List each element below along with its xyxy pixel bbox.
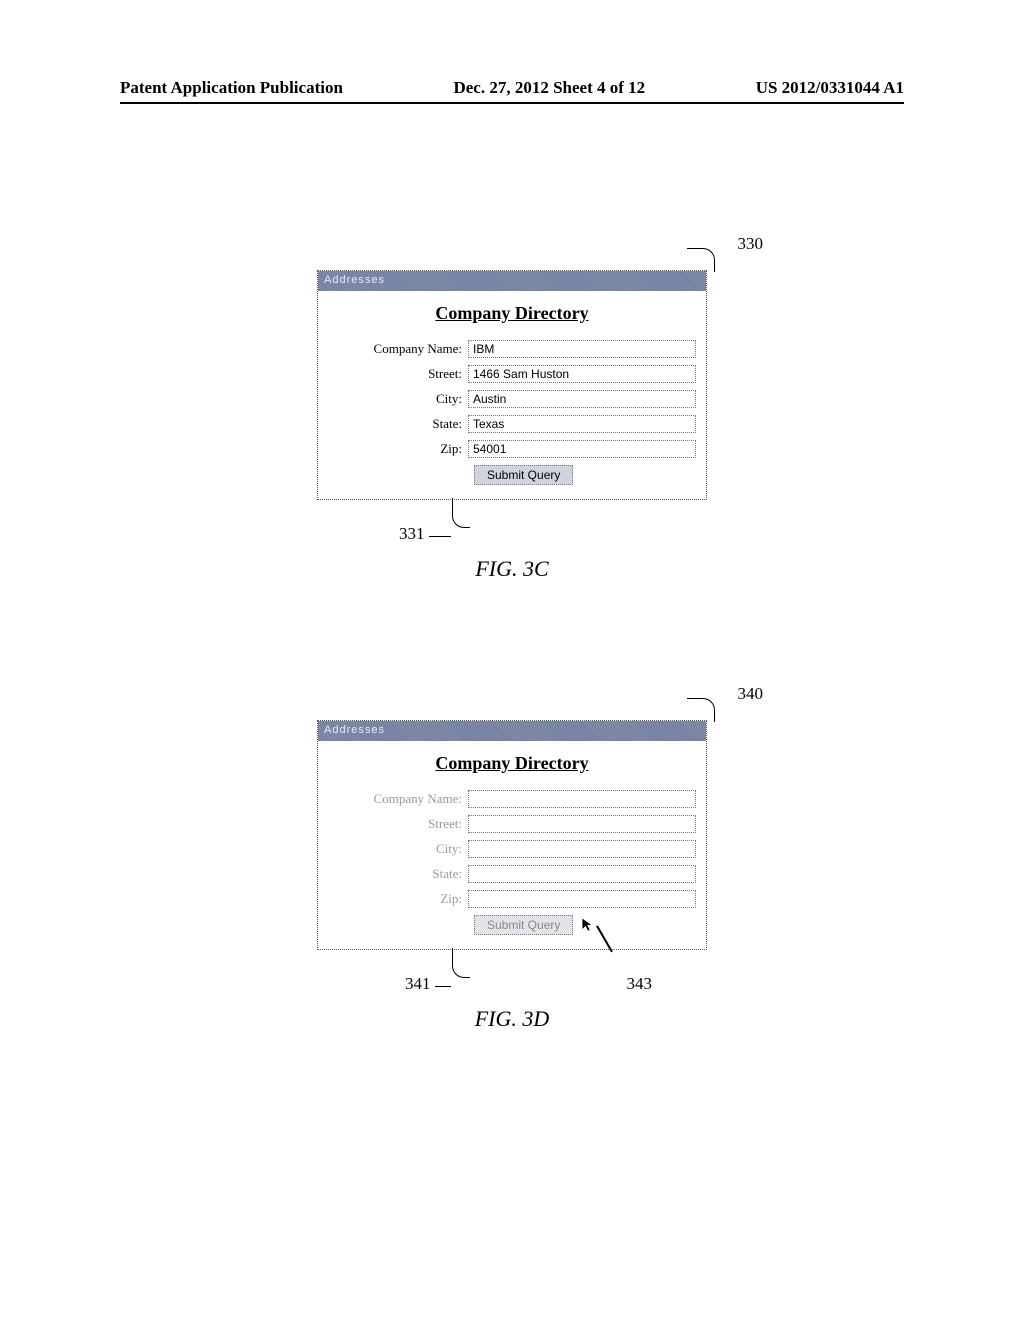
lead-line [687, 248, 715, 272]
label-city: City: [328, 841, 468, 857]
callout-330: 330 [738, 234, 764, 254]
button-row: Submit Query [328, 465, 696, 485]
cursor-icon [579, 917, 597, 933]
input-state[interactable] [468, 415, 696, 433]
lead-line [687, 698, 715, 722]
row-zip: Zip: [328, 890, 696, 908]
window-body: Company Directory Company Name: Street: … [318, 291, 706, 499]
window-title: Company Directory [328, 303, 696, 324]
window-title: Company Directory [328, 753, 696, 774]
callout-343: 343 [627, 974, 653, 994]
header-center: Dec. 27, 2012 Sheet 4 of 12 [453, 78, 645, 98]
label-company: Company Name: [328, 791, 468, 807]
row-street: Street: [328, 365, 696, 383]
row-city: City: [328, 390, 696, 408]
lead-line [435, 986, 451, 987]
figure-3c: 330 Addresses Company Directory Company … [0, 270, 1024, 582]
row-state: State: [328, 415, 696, 433]
lead-line [429, 536, 451, 537]
window-3c: Addresses Company Directory Company Name… [317, 270, 707, 500]
window-body: Company Directory Company Name: Street: … [318, 741, 706, 949]
submit-button[interactable]: Submit Query [474, 465, 573, 485]
row-company: Company Name: [328, 340, 696, 358]
header-right: US 2012/0331044 A1 [756, 78, 904, 98]
lead-line [452, 948, 470, 978]
input-state[interactable] [468, 865, 696, 883]
label-city: City: [328, 391, 468, 407]
window-titlebar: Addresses [318, 721, 706, 741]
row-street: Street: [328, 815, 696, 833]
callout-331: 331 [399, 524, 425, 544]
window-titlebar: Addresses [318, 271, 706, 291]
label-company: Company Name: [328, 341, 468, 357]
row-company: Company Name: [328, 790, 696, 808]
submit-button[interactable]: Submit Query [474, 915, 573, 935]
input-city[interactable] [468, 390, 696, 408]
lead-line [452, 498, 470, 528]
header-left: Patent Application Publication [120, 78, 343, 98]
row-city: City: [328, 840, 696, 858]
label-zip: Zip: [328, 891, 468, 907]
input-company[interactable] [468, 340, 696, 358]
input-zip[interactable] [468, 440, 696, 458]
row-state: State: [328, 865, 696, 883]
input-street[interactable] [468, 365, 696, 383]
input-street[interactable] [468, 815, 696, 833]
label-zip: Zip: [328, 441, 468, 457]
figure-3d: 340 Addresses Company Directory Company … [0, 720, 1024, 1032]
window-3d: Addresses Company Directory Company Name… [317, 720, 707, 950]
callout-341: 341 [405, 974, 431, 994]
label-street: Street: [328, 816, 468, 832]
button-row: Submit Query [328, 915, 696, 935]
row-zip: Zip: [328, 440, 696, 458]
input-zip[interactable] [468, 890, 696, 908]
figure-caption-3d: FIG. 3D [0, 1006, 1024, 1032]
page-header: Patent Application Publication Dec. 27, … [120, 78, 904, 98]
label-state: State: [328, 866, 468, 882]
input-company[interactable] [468, 790, 696, 808]
label-state: State: [328, 416, 468, 432]
input-city[interactable] [468, 840, 696, 858]
header-rule [120, 102, 904, 104]
figure-caption-3c: FIG. 3C [0, 556, 1024, 582]
label-street: Street: [328, 366, 468, 382]
callout-340: 340 [738, 684, 764, 704]
